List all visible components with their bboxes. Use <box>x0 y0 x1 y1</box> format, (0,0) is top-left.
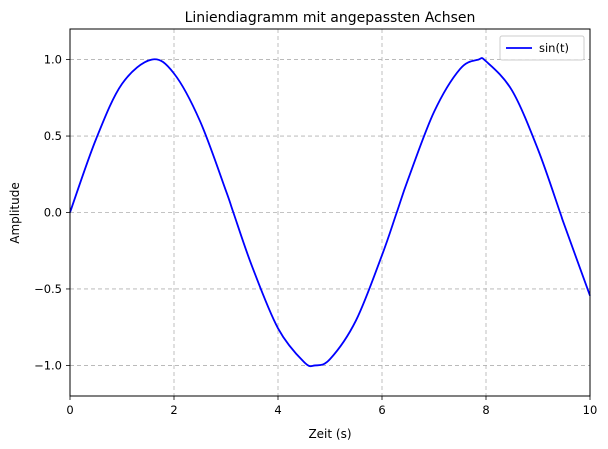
y-tick-label: 1.0 <box>44 53 62 67</box>
x-tick-label: 0 <box>66 403 73 417</box>
series-line-sin <box>69 57 591 368</box>
x-tick-label: 6 <box>378 403 385 417</box>
x-axis-label: Zeit (s) <box>308 427 351 441</box>
x-axis: 0 2 4 6 8 10 <box>66 396 597 417</box>
y-axis: −1.0 −0.5 0.0 0.5 1.0 <box>34 53 70 372</box>
x-tick-label: 8 <box>482 403 489 417</box>
x-tick-label: 10 <box>583 403 598 417</box>
grid <box>69 29 591 396</box>
y-tick-label: −0.5 <box>34 282 62 296</box>
plot-area <box>69 57 591 368</box>
y-tick-label: −1.0 <box>34 358 62 372</box>
x-tick-label: 2 <box>170 403 177 417</box>
legend: sin(t) <box>499 35 585 61</box>
y-tick-label: 0.5 <box>44 129 62 143</box>
legend-label-sin: sin(t) <box>539 41 569 55</box>
chart-title: Liniendiagramm mit angepassten Achsen <box>185 10 476 26</box>
legend-box <box>499 35 585 61</box>
x-tick-label: 4 <box>274 403 281 417</box>
y-tick-label: 0.0 <box>44 206 62 220</box>
y-axis-label: Amplitude <box>8 182 22 244</box>
